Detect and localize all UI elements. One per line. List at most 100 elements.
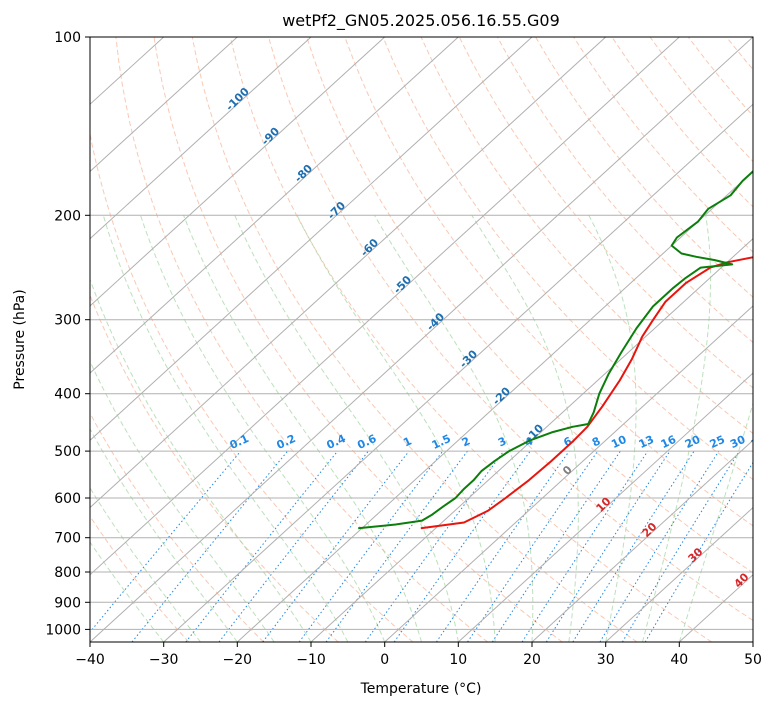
isotherm-label: 40 (732, 570, 752, 590)
dry-adiabat-line (268, 37, 753, 622)
isotherm-line (90, 37, 607, 509)
isotherm-line (90, 37, 386, 307)
isotherm-label: -40 (424, 310, 447, 333)
isotherm-line (90, 37, 753, 642)
mixing-ratio-label: 1 (401, 434, 413, 449)
dry-adiabat-line (496, 37, 753, 344)
line-annotations: 0.1 0.2 0.4 0.6 1 1.5 2 3 4 6 8 10 13 16 20 25 30 36-100-… (223, 85, 769, 591)
x-tick-label: −10 (296, 652, 326, 668)
dry-adiabat-line (420, 37, 753, 435)
mixing-ratio-line (262, 450, 410, 642)
y-axis-label: Pressure (hPa) (12, 289, 28, 389)
dry-adiabat-line (153, 37, 563, 642)
mixing-ratio-line (621, 450, 740, 642)
skewed-isotherm-lines (90, 37, 753, 642)
mixing-ratio-lines (90, 450, 753, 642)
isotherm-label: 20 (640, 520, 660, 540)
x-tick-label: 40 (670, 652, 688, 668)
x-tick-label: 20 (523, 652, 541, 668)
mixing-ratio-label: 16 (659, 433, 679, 451)
dry-adiabat-line (344, 37, 753, 527)
isotherm-line (236, 170, 753, 642)
temperature-profile-line (420, 256, 753, 530)
moist-adiabat-line (642, 215, 711, 642)
isotherm-line (531, 439, 753, 642)
x-tick-label: 10 (449, 652, 467, 668)
isotherm-label: -50 (391, 273, 414, 296)
adiabat-lines (90, 37, 775, 642)
moist-adiabat-line (90, 278, 312, 642)
moist-adiabat-line (140, 215, 386, 642)
isotherm-line (90, 37, 238, 173)
dry-adiabat-line (115, 37, 488, 642)
x-tick-label: −40 (75, 652, 105, 668)
x-axis-ticks: −40 −30 −20 −10 0 10 20 30 40 50 (75, 642, 762, 668)
mixing-ratio-label: 36 (749, 433, 769, 451)
y-tick-label: 900 (54, 595, 81, 611)
y-tick-label: 300 (54, 313, 81, 329)
isotherm-line (90, 37, 312, 240)
dry-adiabat-line (649, 37, 753, 163)
mixing-ratio-line (491, 450, 621, 642)
mixing-ratio-label: 13 (637, 433, 656, 451)
dry-adiabat-line (765, 37, 775, 642)
moist-adiabat-line (90, 487, 201, 642)
isotherm-label: -60 (358, 236, 381, 259)
dry-adiabat-line (726, 37, 753, 71)
moist-adiabat-line (588, 215, 637, 642)
profile-series (358, 170, 753, 530)
isotherm-label: -100 (223, 85, 252, 114)
mixing-ratio-line (521, 450, 649, 642)
isotherm-line (163, 103, 753, 642)
mixing-ratio-label: 25 (708, 433, 727, 451)
mixing-ratio-label: 0.2 (275, 432, 298, 452)
x-tick-label: 30 (597, 652, 615, 668)
isotherm-label: -80 (292, 162, 315, 185)
mixing-ratio-line (90, 450, 242, 633)
mixing-ratio-label: 10 (609, 433, 629, 451)
moist-adiabat-line (296, 215, 496, 642)
mixing-ratio-line (298, 450, 444, 642)
moist-adiabat-line (102, 215, 349, 642)
moist-adiabat-line (678, 401, 753, 642)
plot-area: 0.1 0.2 0.4 0.6 1 1.5 2 3 4 6 8 10 13 16 20 25 30 36-100-… (90, 37, 775, 642)
mixing-ratio-line (185, 450, 338, 642)
mixing-ratio-line (218, 450, 369, 642)
mixing-ratio-label: 0.4 (325, 432, 348, 452)
isotherm-line (384, 305, 753, 642)
chart-title: wetPf2_GN05.2025.056.16.55.G09 (282, 11, 560, 31)
isotherm-line (457, 372, 753, 642)
dry-adiabat-line (306, 37, 753, 574)
dry-adiabat-line (90, 515, 190, 642)
mixing-ratio-label: 0.1 (228, 432, 251, 452)
x-tick-label: −20 (223, 652, 253, 668)
y-tick-label: 1000 (45, 622, 81, 638)
mixing-ratio-label: 20 (683, 433, 703, 451)
dry-adiabat-line (535, 37, 753, 298)
mixing-ratio-line (325, 450, 468, 642)
x-tick-label: 0 (380, 652, 389, 668)
mixing-ratio-line (364, 450, 505, 642)
plot-frame (89, 36, 754, 643)
dry-adiabat-line (382, 37, 753, 481)
dry-adiabat-line (573, 37, 753, 253)
mixing-ratio-label: 2 (460, 434, 472, 449)
isotherm-line (752, 641, 753, 642)
mixing-ratio-line (131, 450, 288, 642)
pressure-grid-lines (90, 37, 753, 630)
y-tick-label: 800 (54, 565, 81, 581)
y-tick-label: 200 (54, 208, 81, 224)
moist-adiabat-line (90, 541, 165, 642)
mixing-ratio-label: 8 (590, 434, 602, 449)
dry-adiabat-line (90, 412, 264, 642)
isotherm-label: -90 (259, 125, 282, 148)
mixing-ratio-line (644, 461, 753, 642)
mixing-ratio-label: 30 (728, 433, 748, 451)
mixing-ratio-line (545, 450, 671, 642)
isotherm-line (90, 37, 459, 374)
mixing-ratio-line (393, 450, 531, 642)
y-tick-label: 400 (54, 387, 81, 403)
isotherm-line (90, 37, 533, 442)
mixing-ratio-line (572, 450, 695, 642)
